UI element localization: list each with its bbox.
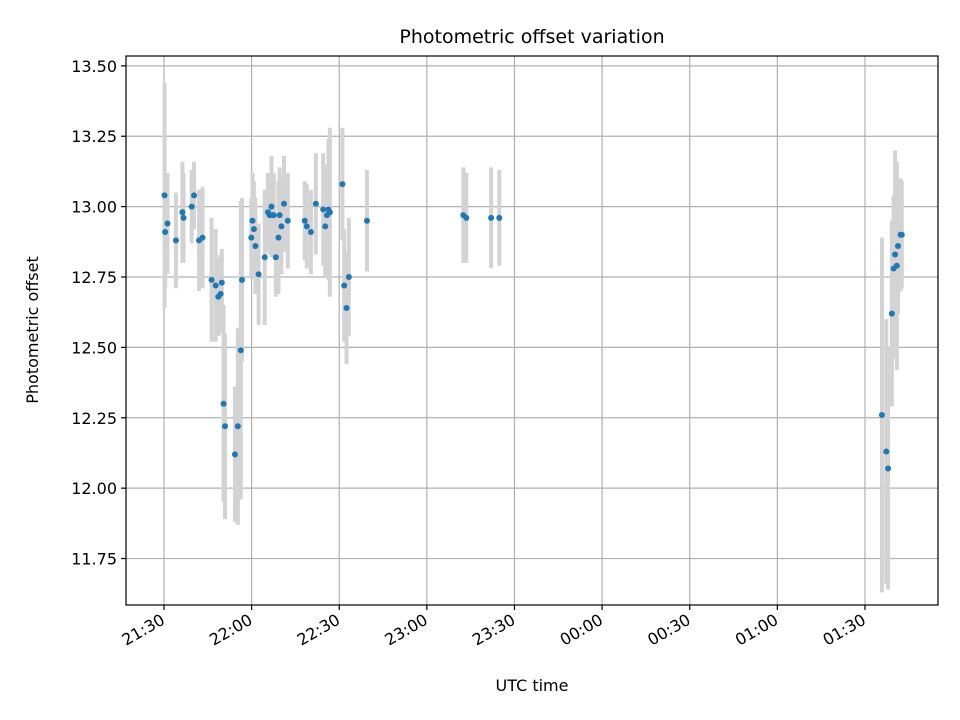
data-point [303, 223, 310, 230]
data-point [261, 254, 268, 261]
data-point [343, 304, 350, 311]
data-point [248, 234, 255, 241]
y-axis-ticks: 11.75 12.00 12.25 12.50 12.75 13.00 13.25 13.50 [71, 57, 126, 569]
data-point [255, 271, 262, 278]
chart-title: Photometric offset variation [399, 26, 664, 48]
data-point [326, 209, 333, 216]
y-tick-label: 13.25 [71, 127, 117, 146]
y-tick-label: 12.25 [71, 409, 117, 428]
data-point [488, 214, 495, 221]
data-point [234, 423, 241, 430]
y-tick-label: 11.75 [71, 550, 117, 569]
data-point [276, 212, 283, 219]
axes-frame [125, 55, 939, 606]
data-point [272, 254, 279, 261]
data-point [180, 214, 187, 221]
data-point [270, 212, 277, 219]
grid [126, 56, 938, 605]
data-point [191, 192, 198, 199]
data-point [238, 276, 245, 283]
data-point [878, 411, 885, 418]
data-point [885, 465, 892, 472]
data-point [278, 223, 285, 230]
data-point [188, 203, 195, 210]
data-point [320, 206, 327, 213]
data-point [284, 217, 291, 224]
data-point [220, 400, 227, 407]
data-point [275, 234, 282, 241]
data-point [281, 200, 288, 207]
data-point [363, 217, 370, 224]
y-tick-label: 12.00 [71, 479, 117, 498]
data-point [249, 217, 256, 224]
data-point [217, 290, 224, 297]
data-point [883, 448, 890, 455]
data-point [894, 243, 901, 250]
data-point [898, 231, 905, 238]
data-point [893, 262, 900, 269]
data-point [322, 223, 329, 230]
y-tick-label: 13.00 [71, 198, 117, 217]
data-point [208, 276, 215, 283]
data-point [345, 274, 352, 281]
y-axis-label: Photometric offset [23, 256, 42, 404]
data-point [231, 451, 238, 458]
data-point [212, 282, 219, 289]
data-point [301, 217, 308, 224]
data-point [218, 279, 225, 286]
y-tick-label: 12.50 [71, 338, 117, 357]
data-point [222, 423, 229, 430]
data-point [250, 226, 257, 233]
y-tick-label: 13.50 [71, 57, 117, 76]
data-points [161, 181, 905, 472]
data-point [161, 192, 168, 199]
data-point [312, 200, 319, 207]
data-point [496, 214, 503, 221]
data-point [888, 310, 895, 317]
data-point [179, 209, 186, 216]
data-point [341, 282, 348, 289]
data-point [268, 203, 275, 210]
data-point [164, 220, 171, 227]
data-point [237, 347, 244, 354]
data-point [892, 251, 899, 258]
data-point [307, 228, 314, 235]
data-point [339, 181, 346, 188]
y-tick-label: 12.75 [71, 268, 117, 287]
x-axis-label: UTC time [496, 676, 569, 695]
data-point [162, 228, 169, 235]
data-point [172, 237, 179, 244]
data-point [463, 214, 470, 221]
data-point [252, 243, 259, 250]
data-point [199, 234, 206, 241]
